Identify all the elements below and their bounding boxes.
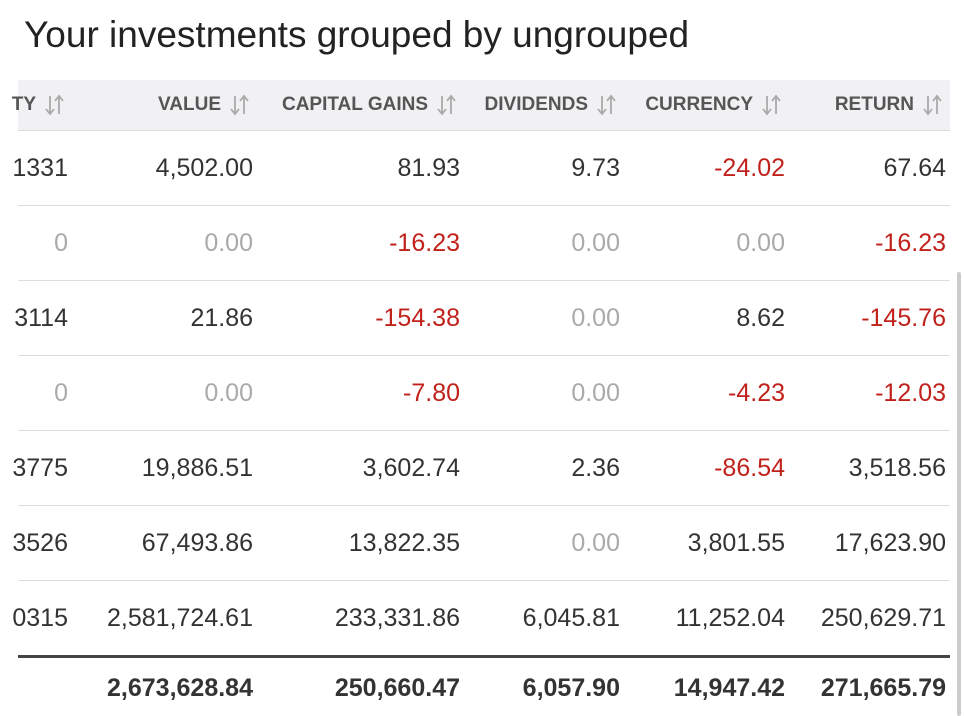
table-cell: -7.80 [403,379,460,407]
table-cell: 3775 [12,454,68,482]
table-cell: 0.00 [204,379,253,407]
table-cell: 0.00 [204,229,253,257]
row-separator [18,280,950,281]
table-cell: -24.02 [714,154,785,182]
total-cell: 271,665.79 [820,674,946,702]
sort-icon[interactable] [229,93,251,117]
sort-icon[interactable] [761,93,783,117]
scrollbar[interactable] [957,272,961,716]
table-cell: 0315 [12,604,68,632]
row-separator [18,505,950,506]
total-cell: 6,057.90 [522,674,620,702]
table-cell: 3526 [12,529,68,557]
table-cell: 0.00 [571,529,620,557]
table-cell: 250,629.71 [820,604,946,632]
table-cell: 233,331.86 [334,604,460,632]
table-cell: 0.00 [571,229,620,257]
table-cell: 3,801.55 [687,529,785,557]
row-separator [18,205,950,206]
table-cell: 8.62 [736,304,785,332]
table-cell: 0.00 [571,379,620,407]
column-header[interactable]: DIVIDENDS [484,94,588,115]
table-cell: 1331 [12,154,68,182]
table-cell: 3114 [14,304,68,332]
table-cell: -145.76 [861,304,946,332]
column-header[interactable]: VALUE [158,94,221,115]
column-header[interactable]: RETURN [834,94,914,115]
table-cell: 2,581,724.61 [107,604,253,632]
sort-icon[interactable] [436,93,458,117]
title: Your investments grouped by ungrouped [24,14,690,55]
row-separator [18,355,950,356]
table-cell: -4.23 [728,379,785,407]
table-cell: 0.00 [736,229,785,257]
table-cell: 0 [54,379,68,407]
total-cell: 14,947.42 [673,674,785,702]
table-cell: 17,623.90 [834,529,946,557]
total-cell: 250,660.47 [334,674,460,702]
total-cell: 2,673,628.84 [107,674,253,702]
table-cell: -12.03 [875,379,946,407]
table-cell: 0.00 [571,304,620,332]
table-cell: 67,493.86 [141,529,253,557]
sort-icon[interactable] [922,93,944,117]
table-cell: 0 [54,229,68,257]
sort-icon[interactable] [44,93,66,117]
table-cell: 3,518.56 [848,454,946,482]
table-cell: 19,886.51 [141,454,253,482]
table-cell: 3,602.74 [362,454,460,482]
totals-separator [18,655,950,658]
table-cell: -86.54 [714,454,785,482]
row-separator [18,430,950,431]
sort-icon[interactable] [596,93,618,117]
column-header[interactable]: TY [11,94,36,115]
table-cell: 67.64 [883,154,946,182]
table-cell: 6,045.81 [522,604,620,632]
table-cell: 21.86 [190,304,253,332]
table-cell: 4,502.00 [155,154,253,182]
table-cell: 9.73 [571,154,620,182]
row-separator [18,580,950,581]
column-header[interactable]: CAPITAL GAINS [281,94,428,115]
header-row [18,80,950,131]
column-header[interactable]: CURRENCY [645,94,753,115]
table-cell: 2.36 [571,454,620,482]
table-cell: 81.93 [397,154,460,182]
table-cell: 11,252.04 [675,604,785,632]
table-cell: -16.23 [389,229,460,257]
table-cell: 13,822.35 [348,529,460,557]
table-cell: -154.38 [375,304,460,332]
table-cell: -16.23 [875,229,946,257]
